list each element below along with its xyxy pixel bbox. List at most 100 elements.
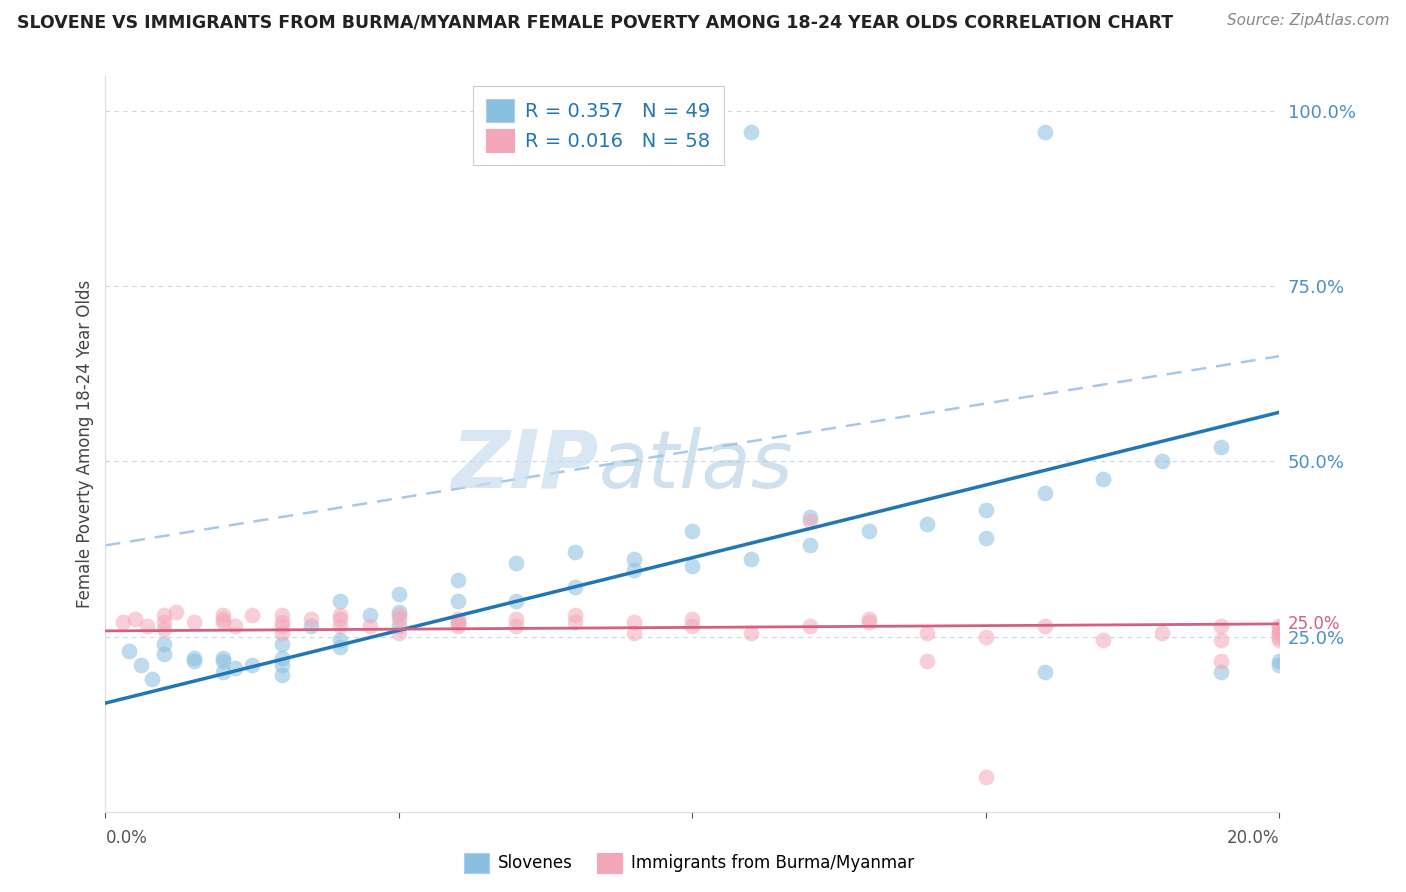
Point	[359, 619, 381, 633]
Point	[1268, 630, 1291, 644]
Point	[270, 636, 292, 650]
Point	[224, 661, 246, 675]
Point	[240, 657, 263, 672]
Point	[1092, 472, 1115, 486]
Point	[153, 636, 176, 650]
Point	[240, 608, 263, 623]
Point	[1033, 665, 1056, 679]
Point	[446, 612, 468, 626]
Point	[623, 563, 645, 577]
Point	[1209, 665, 1232, 679]
Point	[446, 619, 468, 633]
Point	[681, 125, 703, 139]
Point	[153, 615, 176, 630]
Point	[564, 581, 586, 595]
Point	[681, 612, 703, 626]
Point	[270, 626, 292, 640]
Point	[118, 643, 141, 657]
Point	[681, 524, 703, 539]
Point	[799, 619, 821, 633]
Point	[153, 608, 176, 623]
Point	[329, 608, 352, 623]
Point	[1150, 454, 1173, 468]
Y-axis label: Female Poverty Among 18-24 Year Olds: Female Poverty Among 18-24 Year Olds	[76, 280, 94, 607]
Point	[129, 657, 152, 672]
Point	[270, 657, 292, 672]
Text: ZIP: ZIP	[451, 427, 599, 505]
Text: atlas: atlas	[599, 427, 793, 505]
Point	[740, 552, 762, 566]
Point	[270, 608, 292, 623]
Point	[1033, 125, 1056, 139]
Point	[1268, 626, 1291, 640]
Point	[799, 510, 821, 524]
Point	[388, 626, 411, 640]
Point	[112, 615, 135, 630]
Text: 20.0%: 20.0%	[1227, 829, 1279, 847]
Point	[799, 538, 821, 552]
Point	[740, 626, 762, 640]
Point	[211, 665, 233, 679]
Point	[388, 612, 411, 626]
Text: 25.0%: 25.0%	[1288, 615, 1340, 633]
Point	[388, 605, 411, 619]
Point	[183, 615, 205, 630]
Point	[270, 615, 292, 630]
Point	[974, 630, 997, 644]
Point	[1033, 485, 1056, 500]
Point	[446, 615, 468, 630]
Point	[124, 612, 146, 626]
Point	[623, 552, 645, 566]
Point	[1268, 657, 1291, 672]
Point	[505, 594, 527, 608]
Point	[740, 125, 762, 139]
Point	[1268, 623, 1291, 637]
Text: Source: ZipAtlas.com: Source: ZipAtlas.com	[1226, 13, 1389, 29]
Point	[681, 559, 703, 574]
Point	[974, 532, 997, 546]
Point	[915, 626, 938, 640]
Point	[359, 608, 381, 623]
Point	[915, 654, 938, 668]
Point	[1209, 619, 1232, 633]
Point	[974, 503, 997, 517]
Legend: R = 0.357   N = 49, R = 0.016   N = 58: R = 0.357 N = 49, R = 0.016 N = 58	[472, 86, 724, 165]
Point	[505, 612, 527, 626]
Point	[446, 574, 468, 588]
Point	[183, 654, 205, 668]
Point	[211, 650, 233, 665]
Point	[1092, 633, 1115, 648]
Point	[270, 619, 292, 633]
Point	[858, 524, 880, 539]
Point	[505, 619, 527, 633]
Point	[211, 608, 233, 623]
Point	[564, 545, 586, 559]
Point	[858, 612, 880, 626]
Point	[505, 556, 527, 570]
Point	[211, 654, 233, 668]
Point	[299, 612, 322, 626]
Point	[1209, 633, 1232, 648]
Point	[681, 619, 703, 633]
Text: SLOVENE VS IMMIGRANTS FROM BURMA/MYANMAR FEMALE POVERTY AMONG 18-24 YEAR OLDS CO: SLOVENE VS IMMIGRANTS FROM BURMA/MYANMAR…	[17, 13, 1173, 31]
Point	[329, 640, 352, 654]
Legend: Slovenes, Immigrants from Burma/Myanmar: Slovenes, Immigrants from Burma/Myanmar	[457, 847, 921, 880]
Point	[329, 633, 352, 648]
Point	[623, 626, 645, 640]
Point	[141, 672, 163, 686]
Point	[799, 514, 821, 528]
Point	[388, 619, 411, 633]
Point	[505, 125, 527, 139]
Point	[211, 615, 233, 630]
Point	[446, 615, 468, 630]
Point	[388, 608, 411, 623]
Point	[1268, 619, 1291, 633]
Point	[270, 668, 292, 682]
Text: 0.0%: 0.0%	[105, 829, 148, 847]
Point	[211, 612, 233, 626]
Point	[224, 619, 246, 633]
Point	[623, 615, 645, 630]
Point	[329, 612, 352, 626]
Point	[974, 770, 997, 784]
Point	[329, 619, 352, 633]
